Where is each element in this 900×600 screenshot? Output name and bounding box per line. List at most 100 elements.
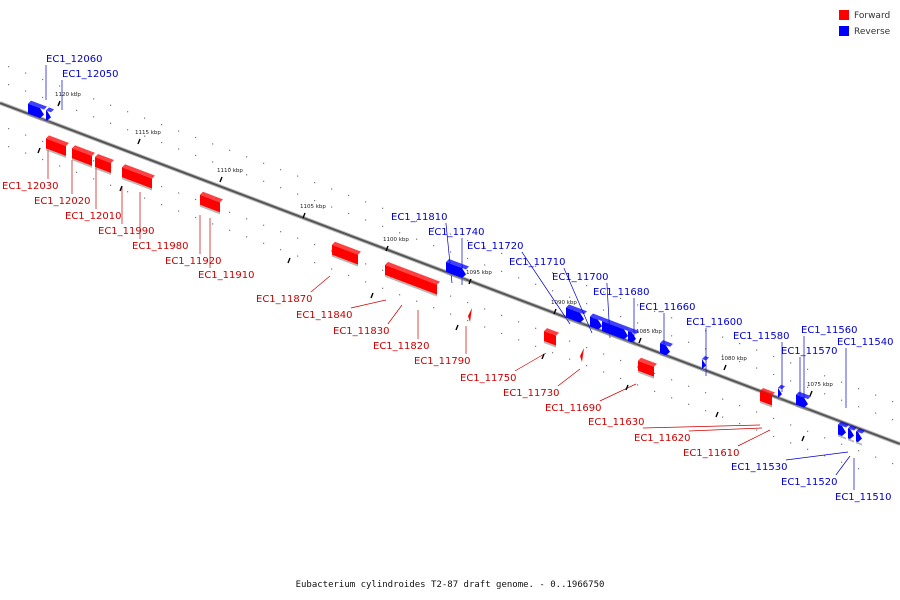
guide-dot <box>688 323 690 325</box>
label-connector <box>737 429 771 447</box>
guide-dot <box>603 353 605 355</box>
gene-label: EC1_12030 <box>2 181 58 192</box>
feature-top <box>332 241 361 255</box>
tick-label: 1085 kbp <box>636 329 662 335</box>
feature-shadow <box>200 204 212 212</box>
gene-label: EC1_11540 <box>837 337 893 348</box>
tick-mark <box>219 176 223 183</box>
guide-dot <box>212 161 214 163</box>
tick-label: 1115 kbp <box>135 130 161 136</box>
guide-dot <box>195 216 197 219</box>
feature-body <box>332 244 358 265</box>
guide-dot <box>841 443 843 445</box>
guide-dot <box>263 162 265 164</box>
guide-dot <box>331 250 333 252</box>
guide-dot <box>42 158 44 161</box>
gene-label: EC1_11630 <box>588 417 644 428</box>
guide-dot <box>297 255 299 257</box>
guide-dot <box>280 187 282 189</box>
guide-dot <box>688 403 690 405</box>
feature-top <box>212 196 223 203</box>
guide-dot <box>416 220 418 222</box>
guide-dot <box>144 197 146 199</box>
feature-top <box>385 261 406 272</box>
feature-shadow <box>385 274 403 284</box>
feature-shadow <box>848 438 854 443</box>
guide-dot <box>637 322 639 324</box>
guide-dot <box>8 84 10 86</box>
feature-body <box>403 271 417 287</box>
gene-label: EC1_11700 <box>552 272 608 283</box>
guide-dot <box>433 307 435 309</box>
tick-mark <box>809 390 813 397</box>
feature-top <box>778 384 785 390</box>
guide-dot <box>739 360 741 363</box>
guide-dot <box>229 229 231 231</box>
guide-dot <box>25 152 27 154</box>
gene-label: EC1_11730 <box>503 388 559 399</box>
guide-dot <box>42 96 44 99</box>
guide-dot <box>59 85 61 87</box>
label-connector <box>514 352 547 372</box>
feature-shadow <box>702 368 706 373</box>
tick-mark <box>723 364 727 371</box>
tick-label: 1100 kbp <box>383 237 409 243</box>
guide-dot <box>246 156 248 158</box>
guide-dot <box>450 295 452 297</box>
gene-label: EC1_11660 <box>639 302 695 313</box>
guide-dot <box>93 116 95 118</box>
guide-dot <box>127 111 129 113</box>
feature-top <box>95 153 114 164</box>
guide-dot <box>756 349 758 351</box>
tick-label: 1075 kbp <box>807 382 833 388</box>
guide-dot <box>756 367 758 369</box>
guide-dot <box>671 379 673 381</box>
tick-label: 1090 kbp <box>551 300 577 306</box>
label-connector <box>521 251 571 325</box>
legend-reverse-label: Reverse <box>854 27 891 37</box>
feature-shadow <box>28 113 44 122</box>
feature-body <box>848 428 854 440</box>
feature-top <box>760 387 771 394</box>
guide-dot <box>637 366 639 368</box>
guide-dot <box>705 348 707 350</box>
kbp-ticks: 1120 kbp 1115 kbp 1110 kbp 1105 kbp 1100 kbp… <box>37 92 833 442</box>
gene-label: EC1_11560 <box>801 325 857 336</box>
gene-label: EC1_11580 <box>733 331 789 342</box>
guide-dot <box>603 291 605 293</box>
guide-dot <box>722 398 724 400</box>
feature-shadow <box>778 397 782 402</box>
guide-dot <box>59 165 61 167</box>
feature-body <box>796 394 808 408</box>
feature-shadow <box>46 148 66 159</box>
guide-dot <box>8 66 10 68</box>
guide-dot <box>59 103 61 105</box>
feature-body <box>72 148 92 166</box>
gene-label: EC1_11980 <box>132 241 188 252</box>
gene-label: EC1_11690 <box>545 403 601 414</box>
label-connector <box>688 427 763 432</box>
guide-dot <box>501 332 503 335</box>
tick-mark <box>370 292 374 299</box>
guide-dot <box>93 178 95 180</box>
feature-body <box>417 276 437 295</box>
feature-body <box>566 307 584 323</box>
tick-mark <box>553 308 557 315</box>
guide-dot <box>331 268 333 270</box>
guide-dot <box>8 128 10 130</box>
feature-body <box>46 110 51 121</box>
guide-dot <box>535 345 537 347</box>
guide-dot <box>586 303 588 305</box>
gene-label: EC1_11710 <box>509 257 565 268</box>
guide-dot <box>552 272 554 274</box>
tick-mark <box>37 147 41 154</box>
guide-dot <box>586 285 588 287</box>
guide-dot <box>450 233 452 235</box>
guide-dot <box>76 171 78 173</box>
feature-body <box>385 264 403 282</box>
guide-dot <box>42 140 44 143</box>
gene-label: EC1_11740 <box>428 227 484 238</box>
gene-label: EC1_11620 <box>634 433 690 444</box>
guide-dot <box>382 287 384 289</box>
guide-dot <box>739 404 741 407</box>
